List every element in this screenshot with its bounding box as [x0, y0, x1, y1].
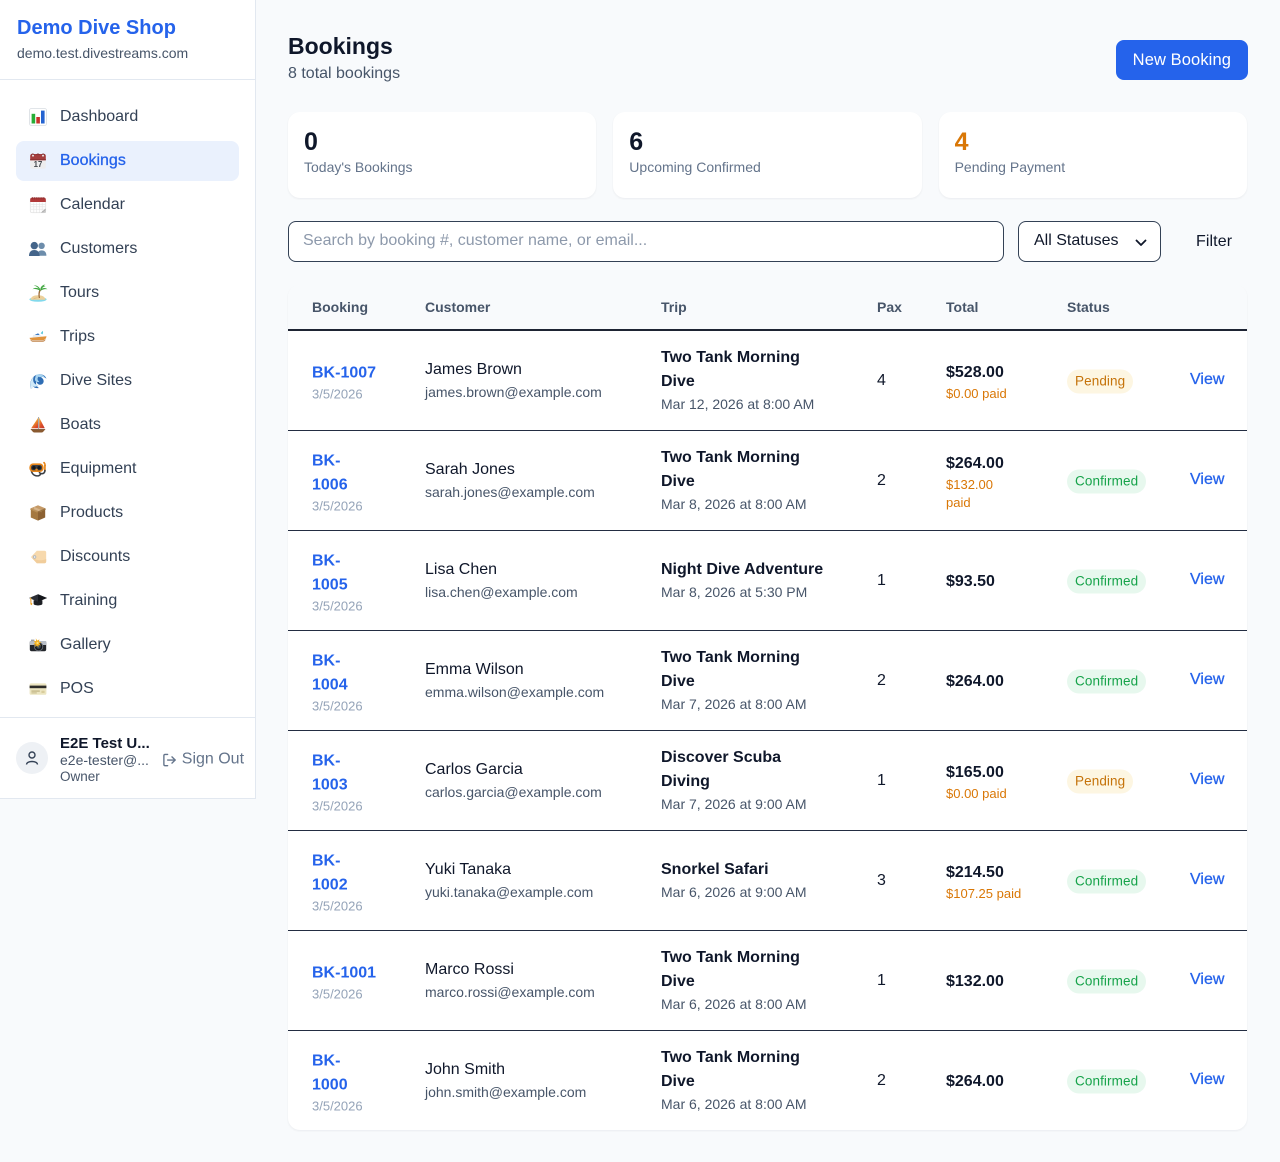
svg-text:17: 17 — [34, 160, 43, 169]
